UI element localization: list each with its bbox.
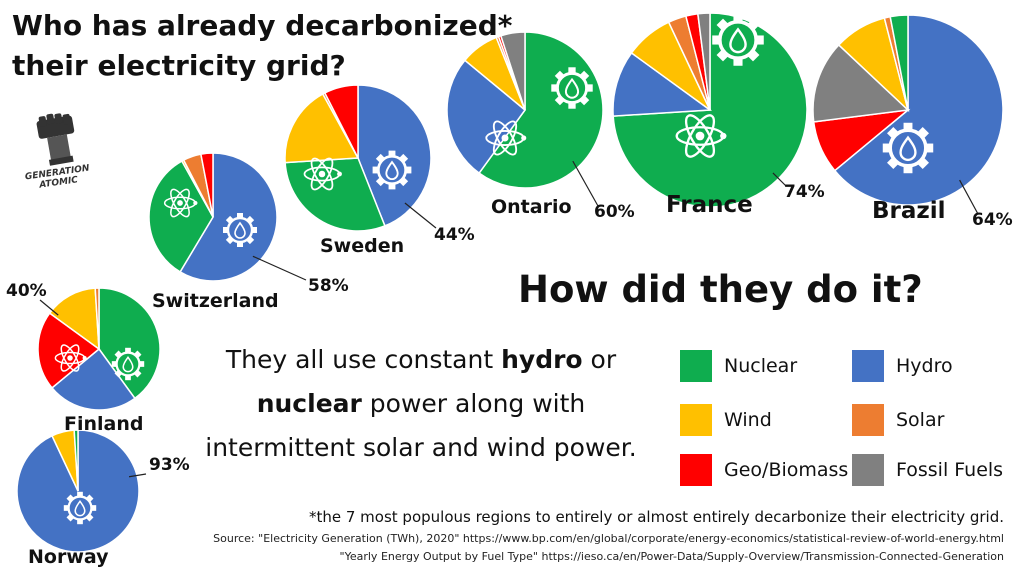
pie-percent-ontario: 60% (594, 202, 635, 222)
source-line-1: Source: "Electricity Generation (TWh), 2… (213, 532, 1004, 545)
pie-percent-norway: 93% (149, 455, 190, 475)
legend-item-wind: Wind (680, 404, 772, 436)
leader-line-brazil (959, 179, 979, 215)
pie-slice-finland-nuclear (98, 287, 161, 400)
legend-swatch (852, 350, 884, 382)
legend-label: Geo/Biomass (724, 459, 849, 481)
pie-label-brazil: Brazil (872, 198, 946, 224)
source-line-2: "Yearly Energy Output by Fuel Type" http… (339, 550, 1004, 563)
pie-slice-sweden-wind (284, 93, 360, 164)
pie-label-ontario: Ontario (491, 196, 572, 218)
body-pre: They all use constant (225, 345, 502, 374)
pie-slice-norway-nuclear (73, 429, 79, 492)
pie-slice-sweden-nuclear (284, 157, 386, 232)
pie-percent-sweden: 44% (434, 225, 475, 245)
pie-slice-brazil-nuclear (889, 14, 909, 111)
pie-percent-brazil: 64% (972, 210, 1013, 230)
pie-slice-france-fossil-fuels (697, 12, 711, 111)
pie-slice-brazil-fossil-fuels (812, 43, 910, 123)
nuclear-icon (303, 157, 342, 191)
pie-slice-finland-solar (94, 287, 100, 350)
legend-item-fossil-fuels: Fossil Fuels (852, 454, 1003, 486)
legend-label: Nuclear (724, 355, 798, 377)
legend-item-hydro: Hydro (852, 350, 953, 382)
legend-label: Hydro (896, 355, 953, 377)
pie-brazil (812, 14, 1004, 215)
body-text: They all use constant hydro or nuclear p… (196, 338, 646, 470)
hydro-gear-icon (111, 347, 145, 381)
body-hydro: hydro (501, 345, 583, 374)
pie-percent-finland: 40% (6, 281, 47, 301)
headline: How did they do it? (518, 268, 923, 311)
legend-swatch (852, 404, 884, 436)
pie-switzerland (148, 152, 307, 282)
legend-swatch (680, 454, 712, 486)
pie-label-sweden: Sweden (320, 235, 405, 257)
legend-label: Fossil Fuels (896, 459, 1004, 481)
nuclear-icon (163, 188, 198, 218)
legend-swatch (680, 350, 712, 382)
legend-item-nuclear: Nuclear (680, 350, 797, 382)
pie-label-france: France (666, 192, 753, 218)
legend-item-solar: Solar (852, 404, 944, 436)
leader-line-norway (128, 473, 147, 478)
pie-slice-ontario-fossil-fuels (499, 31, 526, 111)
pie-slice-ontario-hydro (446, 59, 527, 175)
pie-label-norway: Norway (28, 546, 109, 568)
leader-line-sweden (404, 202, 437, 229)
body-nuclear: nuclear (256, 389, 362, 418)
leader-line-switzerland (252, 255, 307, 281)
pie-sweden (284, 84, 437, 232)
legend-label: Wind (724, 409, 772, 431)
nuclear-icon (54, 344, 87, 372)
leader-line-france (772, 172, 787, 187)
legend-item-geo-biomass: Geo/Biomass (680, 454, 848, 486)
fist-icon (36, 113, 75, 166)
pie-ontario (446, 31, 604, 207)
footnote: *the 7 most populous regions to entirely… (308, 508, 1004, 526)
legend-swatch (852, 454, 884, 486)
leader-line-ontario (572, 160, 599, 207)
pie-percent-france: 74% (784, 182, 825, 202)
body-mid-1: or (582, 345, 617, 374)
pie-slice-sweden-geo-biomass (323, 84, 359, 159)
leader-line-finland (39, 299, 59, 316)
pie-slice-switzerland-hydro (179, 152, 278, 282)
pie-slice-finland-hydro (50, 347, 136, 411)
nuclear-icon (485, 120, 527, 156)
pie-norway (16, 429, 147, 553)
body-mid-2: power along with intermittent solar and … (205, 389, 637, 462)
page-title: Who has already decarbonized* their elec… (12, 6, 532, 86)
pie-france (612, 12, 808, 208)
legend-label: Solar (896, 409, 945, 431)
pie-slice-switzerland-geo-biomass (200, 152, 214, 218)
pie-percent-switzerland: 58% (308, 276, 349, 296)
legend: Nuclear Hydro Wind Solar Geo/Biomass Fos… (680, 350, 1020, 490)
title-line-1: Who has already decarbonized* (12, 9, 513, 42)
title-line-2: their electricity grid? (12, 49, 346, 82)
pie-slice-finland-wind (48, 287, 100, 351)
legend-swatch (680, 404, 712, 436)
pie-label-switzerland: Switzerland (152, 290, 279, 312)
hydro-gear-icon (372, 150, 412, 190)
pie-slice-brazil-hydro (833, 14, 1004, 206)
nuclear-icon (675, 114, 727, 158)
generation-atomic-logo: GENERATION ATOMIC (18, 112, 98, 194)
pie-finland (37, 287, 161, 411)
pie-slice-france-hydro (612, 51, 713, 117)
pie-label-finland: Finland (64, 413, 144, 435)
